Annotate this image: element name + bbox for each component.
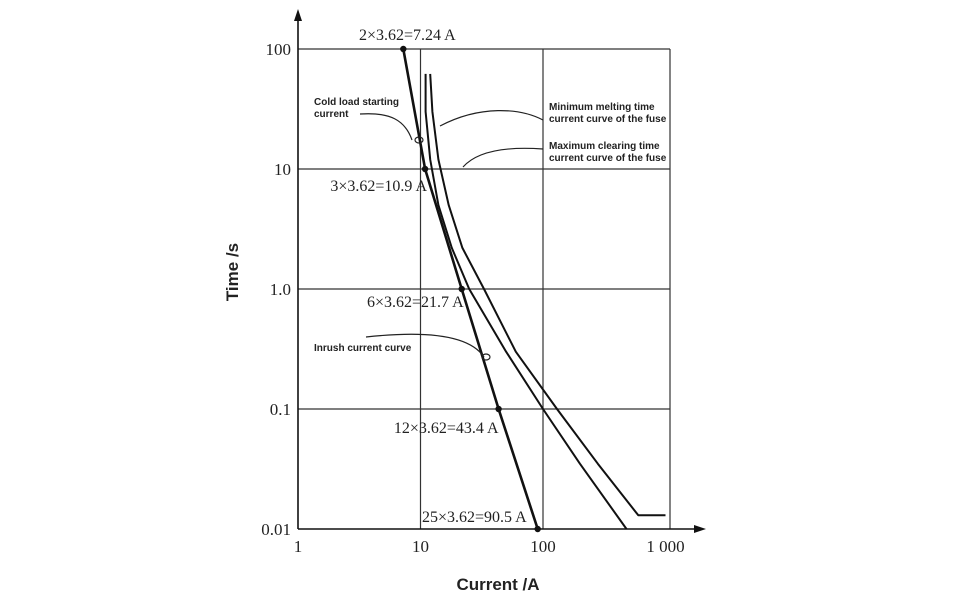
x-tick-label: 10 <box>412 537 429 556</box>
annotation-text: Cold load starting <box>314 97 399 108</box>
point-label: 6×3.62=21.7 A <box>367 294 464 311</box>
annotation-text: Minimum melting time <box>549 102 655 113</box>
y-axis-label: Time /s <box>223 243 242 301</box>
annotation-text: current curve of the fuse <box>549 114 667 125</box>
data-point <box>495 405 502 413</box>
max-clearing-curve <box>429 73 666 517</box>
point-labels: 2×3.62=7.24 A 3×3.62=10.9 A 6×3.62=21.7 A 1… <box>330 27 527 526</box>
annotation-leader-line <box>439 110 544 127</box>
point-label: 12×3.62=43.4 A <box>394 420 499 437</box>
y-tick-label: 100 <box>266 40 292 59</box>
data-point <box>400 45 407 53</box>
annotation-leader-line <box>462 147 544 168</box>
x-tick-labels: 1 10 100 1 000 <box>294 537 685 556</box>
annotation-text: current <box>314 109 349 120</box>
y-tick-label: 0.1 <box>270 400 291 419</box>
annotation: Inrush current curve <box>314 333 485 358</box>
annotation-text: Maximum clearing time <box>549 141 660 152</box>
grid <box>298 48 670 529</box>
annotation-marker <box>414 136 424 144</box>
point-label: 3×3.62=10.9 A <box>330 178 427 195</box>
x-axis-arrow <box>694 525 706 533</box>
min-melting-curve <box>424 73 628 530</box>
point-label: 25×3.62=90.5 A <box>422 509 527 526</box>
x-tick-label: 1 <box>294 537 303 556</box>
data-point <box>421 165 429 173</box>
data-points <box>400 45 541 533</box>
point-label: 2×3.62=7.24 A <box>359 27 456 44</box>
y-tick-label: 1.0 <box>270 280 291 299</box>
y-tick-label: 10 <box>274 160 291 179</box>
x-tick-label: 100 <box>530 537 556 556</box>
x-tick-label: 1 000 <box>646 537 684 556</box>
annotation-text: Inrush current curve <box>314 343 412 354</box>
data-point <box>458 285 465 293</box>
annotation-marker <box>481 353 491 361</box>
y-tick-label: 0.01 <box>261 520 291 539</box>
y-axis-arrow <box>294 9 302 21</box>
data-point <box>534 525 541 533</box>
annotation-text: current curve of the fuse <box>549 153 667 164</box>
x-axis-label: Current /A <box>456 575 539 594</box>
y-tick-labels: 100 10 1.0 0.1 0.01 <box>261 40 291 539</box>
annotation-leader-line <box>359 113 413 141</box>
axes <box>294 9 706 533</box>
annotation-leader-line <box>365 333 485 358</box>
